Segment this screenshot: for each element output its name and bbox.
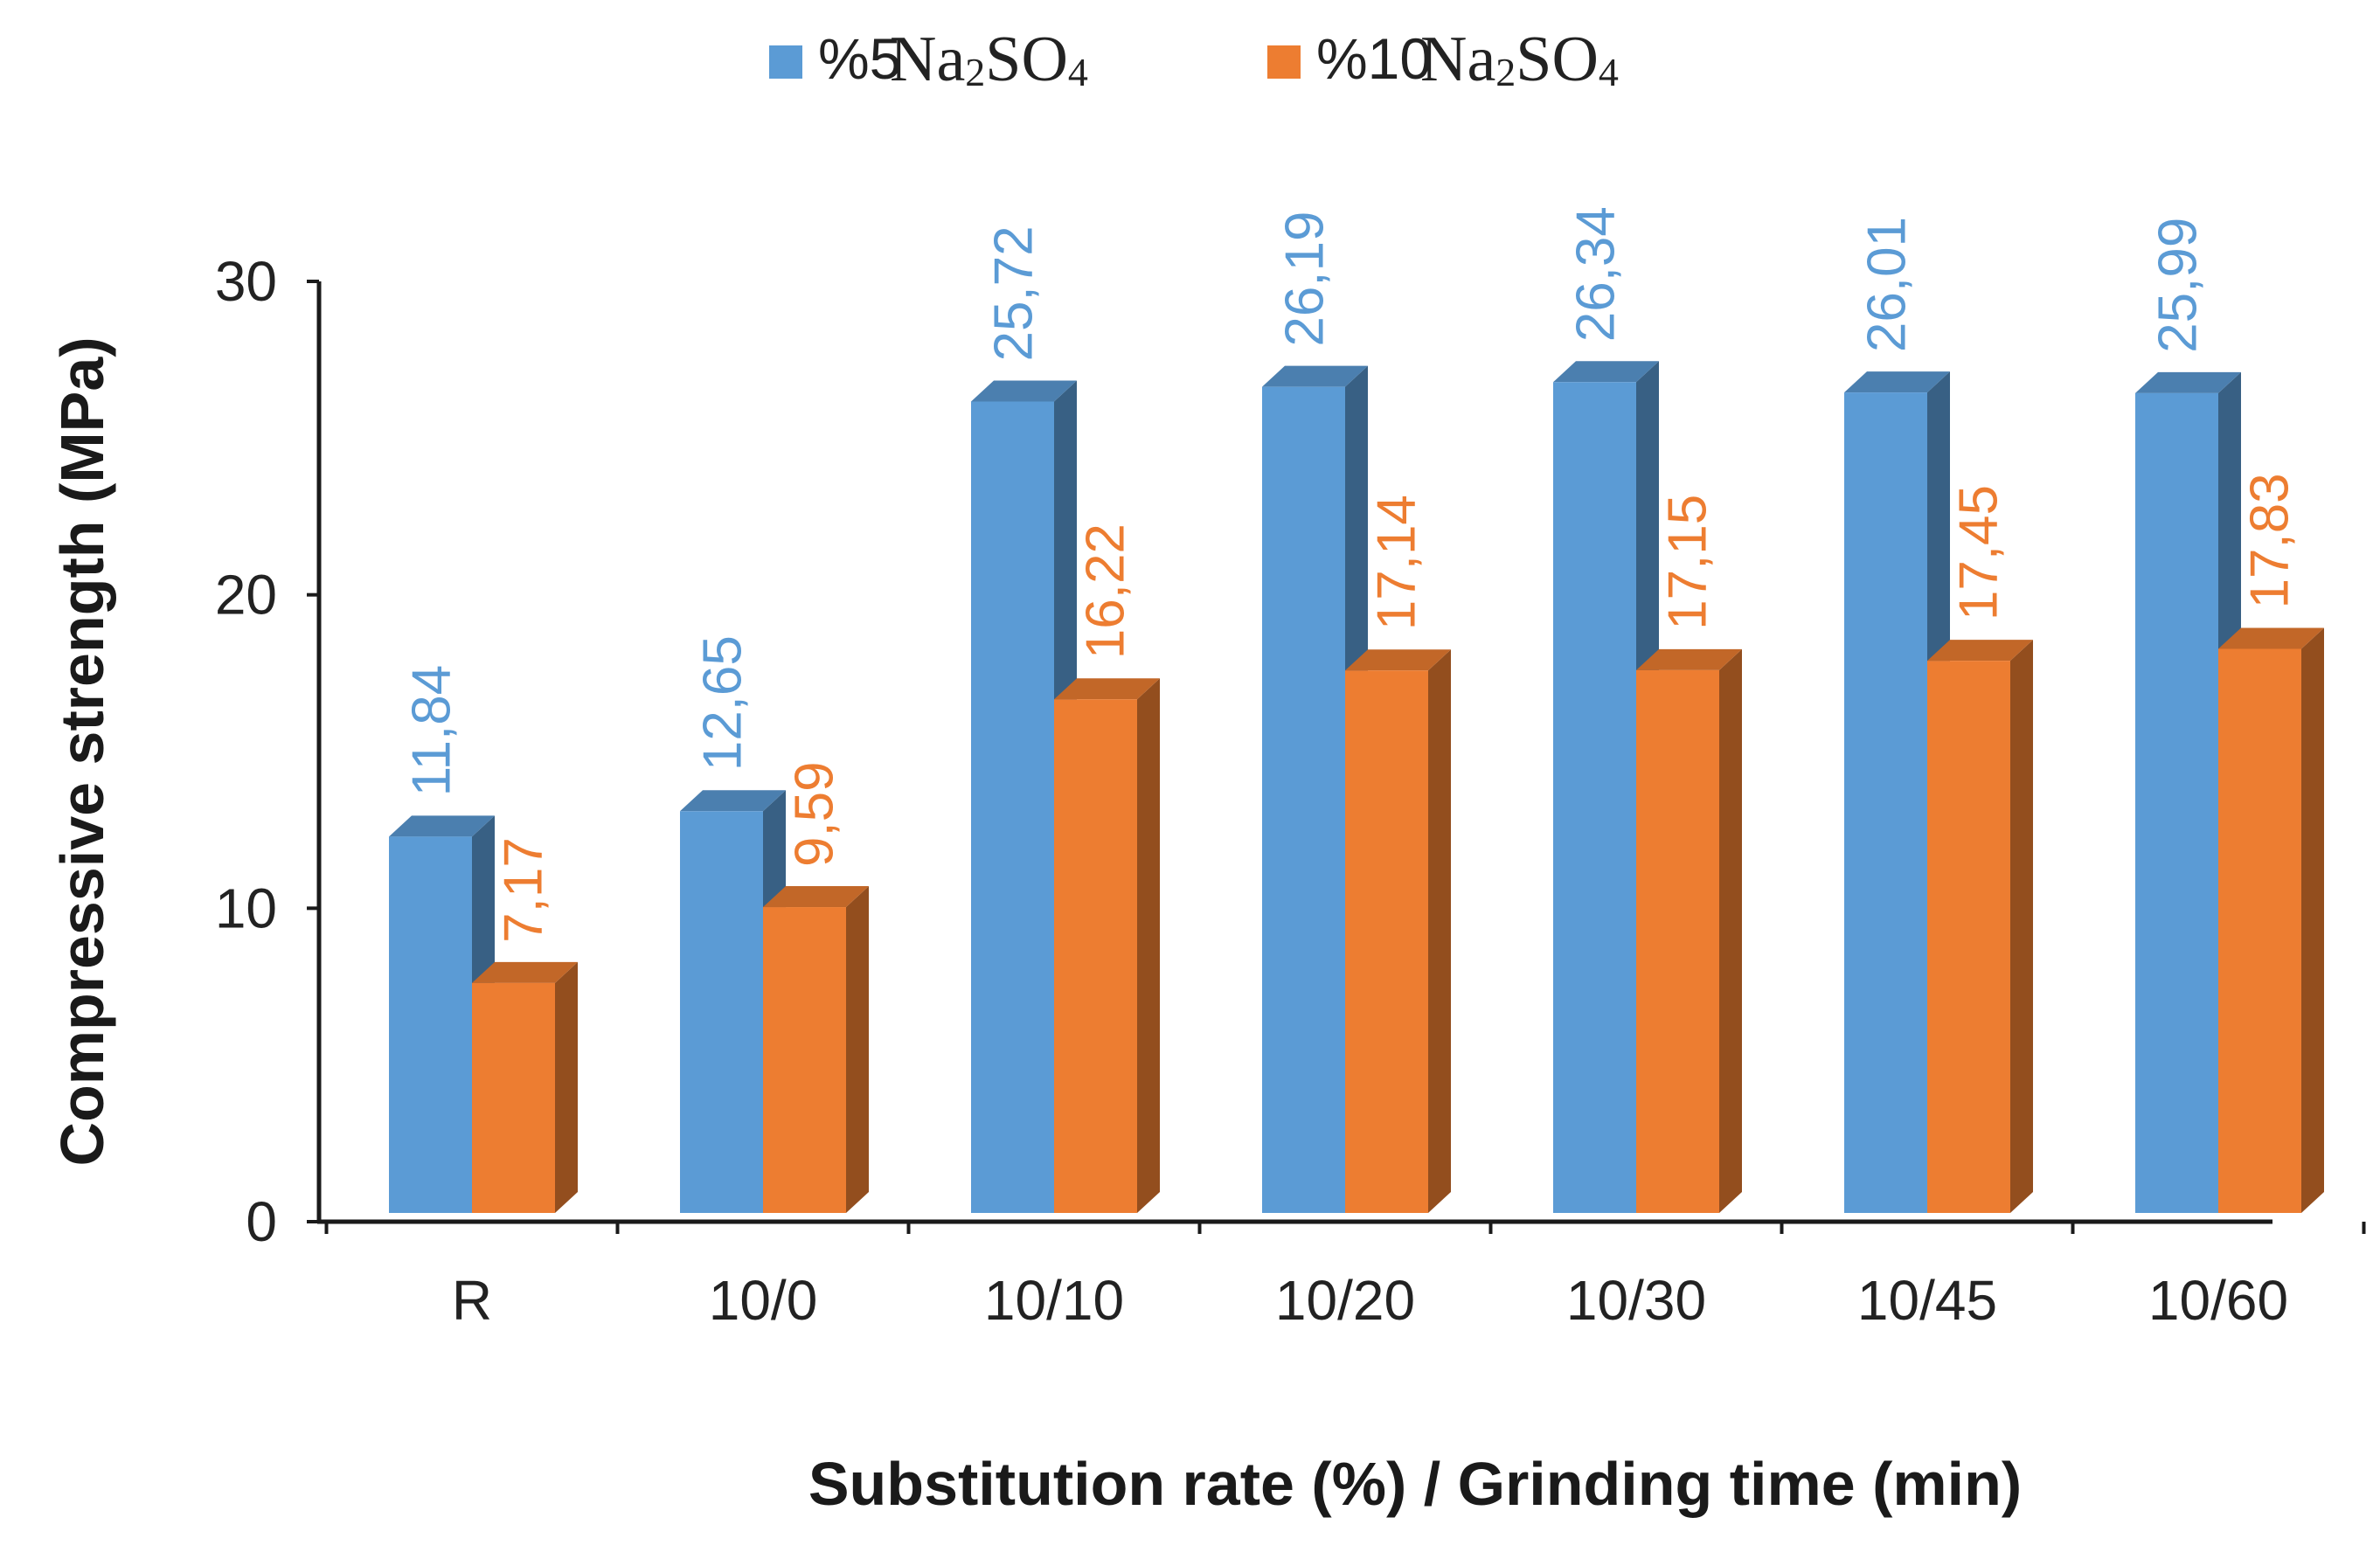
legend-prefix: %5 (818, 26, 901, 91)
bar-top (1345, 649, 1451, 671)
x-tick-label: 10/45 (1857, 1269, 1997, 1332)
bar-side (555, 961, 578, 1213)
data-label: 25,99 (2148, 218, 2209, 353)
bar-front (971, 401, 1054, 1213)
data-label: 12,65 (693, 635, 753, 771)
bar-side (846, 886, 869, 1213)
bar-side (2301, 627, 2324, 1213)
bar-top (971, 380, 1077, 402)
bar-front (1927, 661, 2010, 1213)
bar-top (1844, 371, 1950, 393)
bar-1-0 (472, 961, 578, 1213)
bar-front (2135, 392, 2218, 1214)
data-label: 7,17 (494, 837, 554, 943)
data-label: 26,19 (1275, 211, 1336, 346)
bar-front (389, 836, 472, 1213)
formula-subscript: 4 (1068, 50, 1088, 94)
legend-swatch (769, 45, 802, 79)
bar-front (1844, 392, 1927, 1213)
bar-top (1054, 678, 1160, 700)
y-tick-label: 30 (215, 250, 277, 313)
bar-front (472, 982, 555, 1213)
bar-1-4 (1636, 648, 1742, 1213)
bar-top (763, 886, 869, 908)
bar-top (680, 790, 786, 812)
data-label: 17,83 (2240, 473, 2300, 608)
bar-front (1262, 386, 1345, 1214)
data-label: 26,34 (1566, 206, 1627, 342)
y-axis-title: Compressive strength (MPa) (48, 336, 116, 1166)
bar-front (1345, 670, 1428, 1213)
data-label: 17,15 (1658, 495, 1718, 630)
formula-part: Na (1420, 24, 1495, 95)
formula-subscript: 4 (1599, 50, 1619, 94)
legend-formula: Na2SO4 (890, 24, 1088, 95)
y-tick-label: 10 (215, 877, 277, 939)
bar-0-3 (1262, 365, 1368, 1214)
bar-top (472, 961, 578, 983)
data-label: 26,01 (1857, 217, 1918, 352)
bar-side (1719, 648, 1742, 1213)
formula-part: SO (985, 24, 1068, 95)
bar-1-1 (763, 886, 869, 1213)
bar-top (389, 815, 495, 837)
y-tick-label: 0 (246, 1190, 277, 1253)
formula-subscript: 2 (965, 50, 985, 94)
x-axis-title: Substitution rate (%) / Grinding time (m… (808, 1450, 2022, 1518)
legend-formula: Na2SO4 (1420, 24, 1619, 95)
data-label: 11,84 (402, 665, 462, 797)
x-tick-label: 10/60 (2148, 1269, 2288, 1332)
formula-part: Na (890, 24, 965, 95)
axes: R 10/0 10/10 10/20 10/30 10/45 10/60 0 10 20 30 (215, 250, 2366, 1332)
x-tick-label: R (452, 1269, 492, 1332)
bar-side (1137, 678, 1160, 1213)
bar-top (2135, 371, 2241, 393)
data-label: 17,14 (1367, 495, 1427, 630)
bar-1-6 (2218, 627, 2324, 1213)
data-label: 25,72 (984, 225, 1044, 361)
x-tick-label: 10/10 (984, 1269, 1124, 1332)
bar-1-3 (1345, 649, 1451, 1213)
formula-subscript: 2 (1495, 50, 1516, 94)
bar-side (2010, 640, 2033, 1213)
bars (389, 361, 2324, 1214)
data-label: 16,22 (1076, 523, 1136, 659)
formula-part: SO (1516, 24, 1599, 95)
bar-top (1553, 361, 1659, 383)
bar-top (1262, 365, 1368, 387)
legend-swatch (1267, 45, 1301, 79)
bar-side (1428, 649, 1451, 1213)
bar-top (2218, 627, 2324, 649)
bar-front (763, 907, 846, 1213)
bar-front (1636, 669, 1719, 1213)
data-label: 9,59 (785, 761, 845, 867)
bar-front (1054, 699, 1137, 1213)
bar-front (1553, 382, 1636, 1214)
x-tick-label: 10/20 (1275, 1269, 1415, 1332)
bar-1-2 (1054, 678, 1160, 1213)
bar-front (2218, 648, 2301, 1213)
y-tick-label: 20 (215, 564, 277, 627)
bar-front (680, 811, 763, 1213)
legend-prefix: %10 (1316, 26, 1432, 91)
data-labels: 11,84 7,17 12,65 9,59 25,72 16,22 26,19 17,14 26… (402, 206, 2300, 943)
bar-top (1636, 648, 1742, 670)
x-tick-label: 10/0 (709, 1269, 818, 1332)
x-tick-label: 10/30 (1566, 1269, 1706, 1332)
bar-top (1927, 640, 2033, 662)
data-label: 17,45 (1949, 485, 2009, 620)
bar-1-5 (1927, 640, 2033, 1213)
